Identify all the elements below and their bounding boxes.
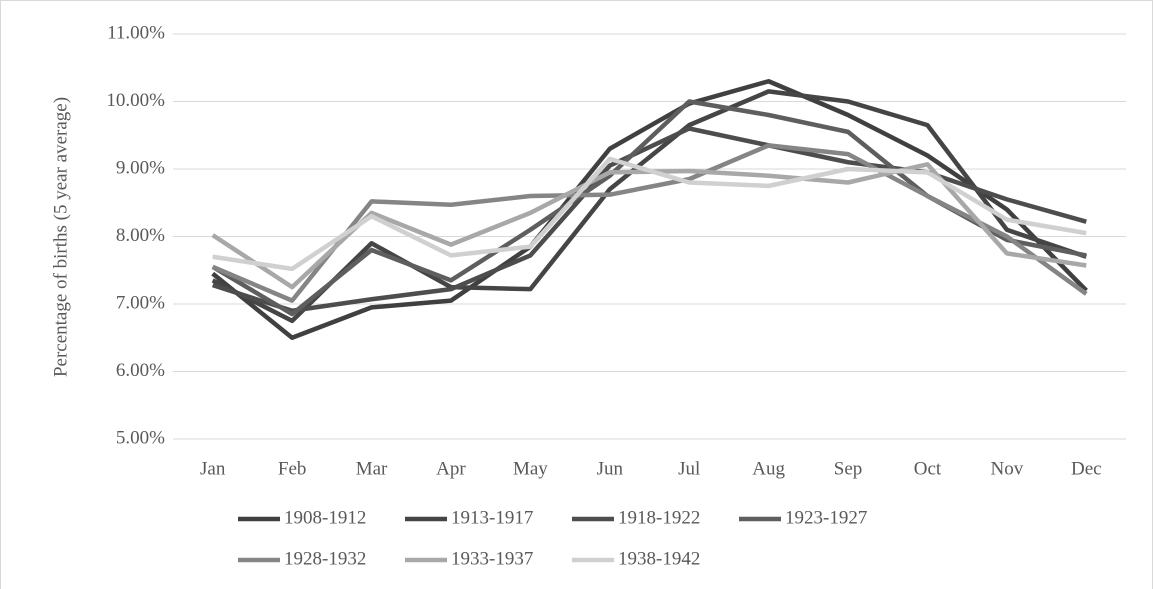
legend-label: 1923-1927 (785, 507, 867, 528)
legend-label: 1918-1922 (618, 507, 700, 528)
y-tick-label: 5.00% (116, 427, 165, 448)
series-line (211, 89, 1088, 324)
x-tick-label: Apr (436, 458, 466, 479)
y-tick-label: 7.00% (116, 292, 165, 313)
legend-label: 1928-1932 (284, 548, 366, 569)
legend-label: 1913-1917 (451, 507, 533, 528)
x-tick-label: Jun (597, 458, 624, 479)
x-tick-label: Jul (678, 458, 700, 479)
x-tick-label: Mar (356, 458, 388, 479)
series-line (212, 156, 1087, 272)
y-tick-label: 6.00% (116, 360, 165, 381)
x-tick-label: Feb (278, 458, 307, 479)
x-tick-label: Oct (914, 458, 942, 479)
y-tick-label: 11.00% (107, 22, 165, 43)
y-tick-label: 9.00% (116, 157, 165, 178)
legend-label: 1908-1912 (284, 507, 366, 528)
legend-label: 1938-1942 (618, 548, 700, 569)
x-tick-label: Dec (1071, 458, 1102, 479)
y-tick-label: 10.00% (106, 90, 165, 111)
x-tick-label: Sep (834, 458, 863, 479)
x-tick-label: May (513, 458, 548, 479)
x-tick-label: Nov (991, 458, 1024, 479)
x-tick-label: Aug (752, 458, 785, 479)
y-axis-label: Percentage of births (5 year average) (50, 97, 71, 377)
y-tick-label: 8.00% (116, 225, 165, 246)
legend-label: 1933-1937 (451, 548, 533, 569)
x-tick-label: Jan (200, 458, 226, 479)
series-line (211, 143, 1088, 303)
series-line (211, 79, 1088, 340)
